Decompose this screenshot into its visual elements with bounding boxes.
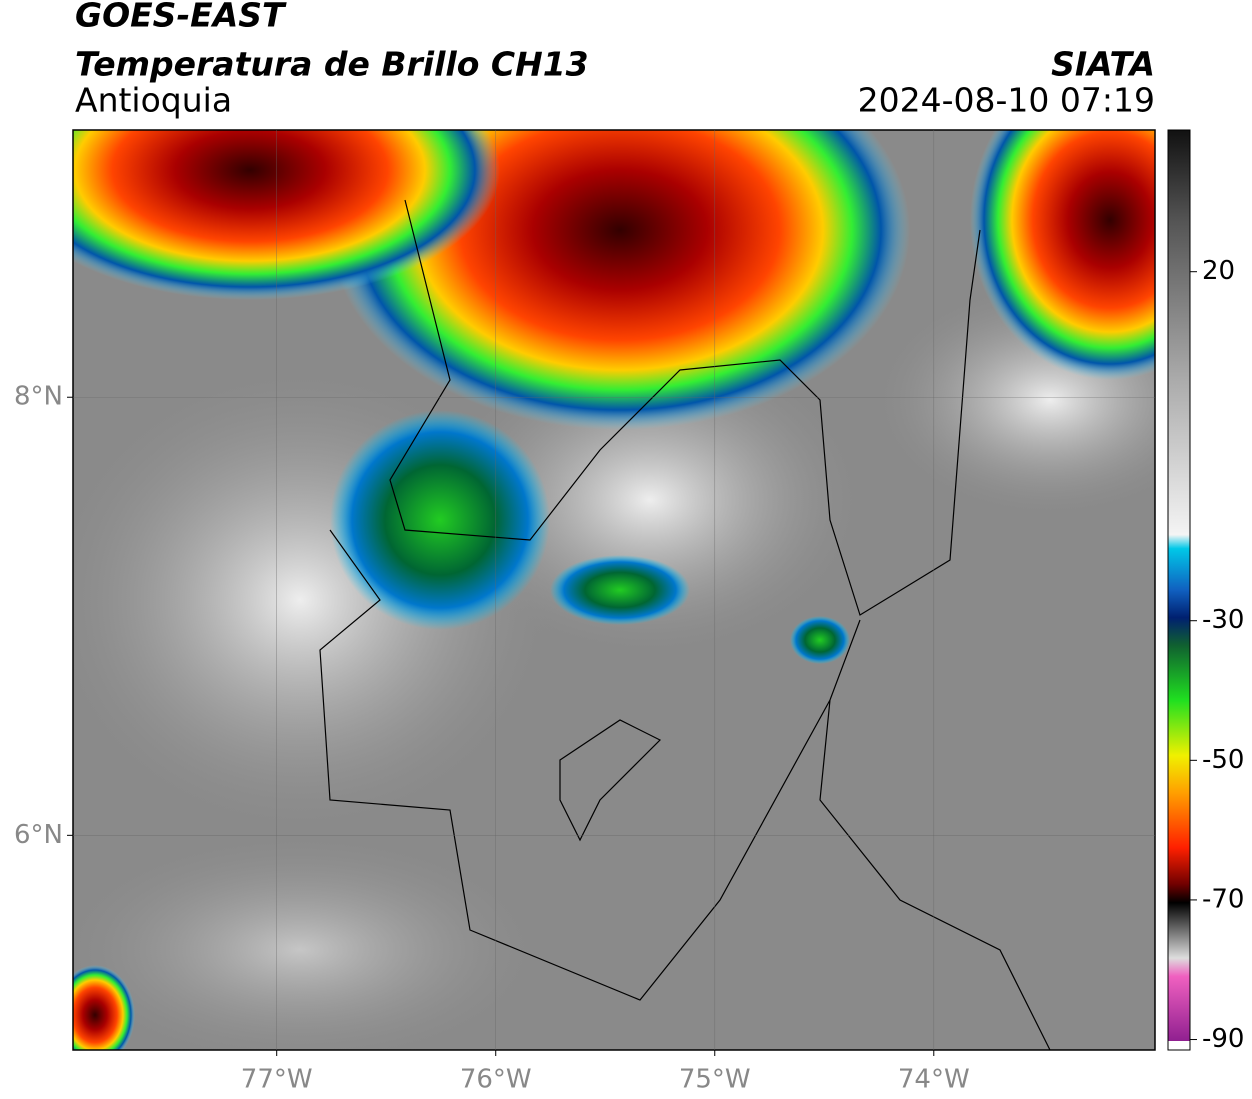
x-tick-label: 77°W xyxy=(241,1065,313,1095)
colorbar-tick-label: -50 xyxy=(1202,745,1244,775)
satellite-image xyxy=(73,130,1155,1050)
title: GOES-EAST xyxy=(75,0,287,35)
colorbar-tick-label: 20 xyxy=(1202,256,1235,286)
colorbar-tick-label: -70 xyxy=(1202,884,1244,914)
region: Antioquia xyxy=(75,81,232,120)
x-tick-label: 75°W xyxy=(679,1065,751,1095)
colorbar-tick-label: -90 xyxy=(1202,1024,1244,1054)
x-tick-label: 74°W xyxy=(898,1065,970,1095)
y-tick-label: 8°N xyxy=(14,382,63,412)
x-tick-label: 76°W xyxy=(460,1065,532,1095)
map-frame xyxy=(72,129,1156,1051)
colorbar xyxy=(1167,129,1191,1051)
datetime: 2024-08-10 07:19 xyxy=(858,81,1155,120)
colorbar-tick-label: -30 xyxy=(1202,605,1244,635)
subtitle: Temperatura de Brillo CH13 xyxy=(75,45,589,84)
agency: SIATA xyxy=(1051,45,1155,84)
y-tick-label: 6°N xyxy=(14,820,63,850)
